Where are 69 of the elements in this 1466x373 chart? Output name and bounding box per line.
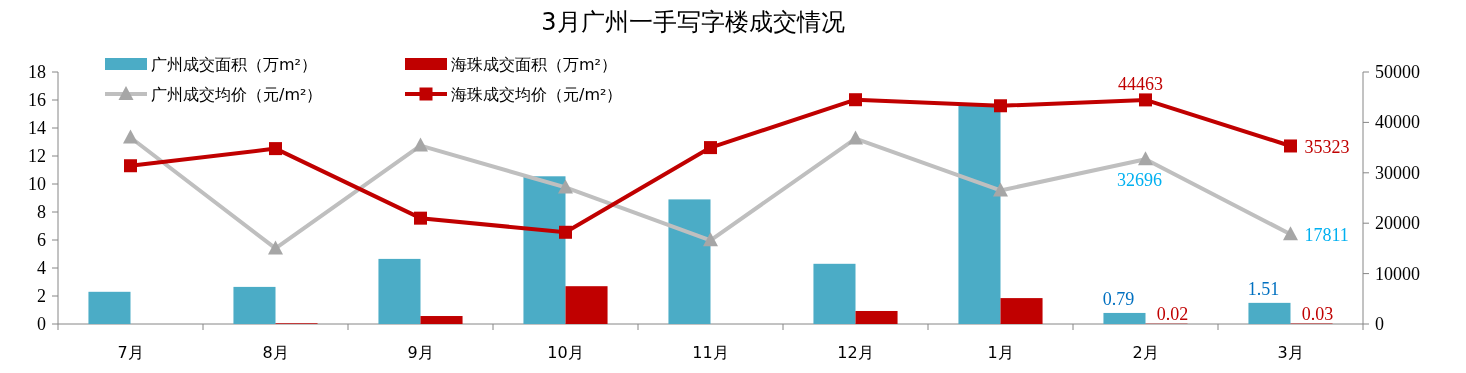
- bar: [668, 199, 711, 324]
- x-tick-label: 12月: [837, 343, 874, 362]
- point: [994, 99, 1007, 113]
- legend-label: 海珠成交均价（元/m²）: [451, 85, 623, 104]
- point: [1138, 151, 1153, 166]
- legend-label: 广州成交面积（万m²）: [151, 55, 317, 74]
- point: [558, 179, 573, 194]
- y-tick-label: 6: [37, 230, 46, 250]
- y-tick-label: 14: [28, 118, 46, 138]
- legend-label: 海珠成交面积（万m²）: [451, 55, 617, 74]
- bar: [958, 104, 1001, 324]
- y-tick-label: 2: [37, 286, 46, 306]
- x-tick-label: 11月: [692, 343, 729, 362]
- data-label: 17811: [1304, 225, 1349, 246]
- bar: [523, 176, 566, 324]
- point: [268, 240, 283, 255]
- point: [559, 225, 572, 239]
- data-label: 0.02: [1156, 303, 1189, 324]
- x-tick-label: 9月: [407, 343, 434, 362]
- point: [704, 141, 717, 155]
- y-tick-label: 4: [37, 258, 46, 278]
- point: [703, 232, 718, 247]
- data-label: 1.51: [1247, 278, 1280, 299]
- point: [269, 142, 282, 156]
- point: [1139, 93, 1152, 107]
- point: [414, 211, 427, 225]
- point: [849, 93, 862, 107]
- x-tick-label: 10月: [547, 343, 584, 362]
- y-tick-label: 10: [28, 174, 46, 194]
- bar: [1000, 298, 1043, 324]
- point: [1283, 226, 1298, 241]
- point: [848, 130, 863, 145]
- bar: [1248, 302, 1291, 324]
- y2-tick-label: 10000: [1375, 263, 1420, 284]
- x-tick-label: 7月: [117, 343, 144, 362]
- data-label: 0.79: [1102, 288, 1135, 309]
- point: [993, 182, 1008, 197]
- y-tick-label: 0: [37, 314, 46, 334]
- data-label: 32696: [1117, 170, 1162, 191]
- x-tick-label: 2月: [1132, 343, 1159, 362]
- bar: [855, 310, 898, 324]
- bar: [420, 316, 463, 324]
- x-tick-label: 1月: [987, 343, 1014, 362]
- point: [1284, 139, 1297, 153]
- y2-tick-label: 0: [1375, 314, 1384, 334]
- x-tick-label: 8月: [262, 343, 289, 362]
- legend-label: 广州成交均价（元/m²）: [151, 85, 323, 104]
- data-label: 35323: [1304, 136, 1350, 157]
- bar: [378, 258, 421, 324]
- data-label: 0.03: [1301, 303, 1334, 324]
- chart-title: 3月广州一手写字楼成交情况: [541, 8, 845, 36]
- bar: [813, 263, 856, 324]
- bar: [88, 291, 131, 324]
- y2-tick-label: 40000: [1375, 112, 1420, 133]
- point: [123, 129, 138, 144]
- point: [413, 137, 428, 152]
- bar: [1103, 312, 1146, 324]
- y2-tick-label: 20000: [1375, 213, 1420, 234]
- y2-tick-label: 50000: [1375, 62, 1420, 82]
- y-tick-label: 16: [28, 90, 46, 110]
- y-tick-label: 18: [28, 62, 46, 82]
- data-label: 44463: [1118, 73, 1163, 94]
- y-tick-label: 8: [37, 202, 46, 222]
- bar: [565, 286, 608, 324]
- y2-tick-label: 30000: [1375, 162, 1420, 183]
- x-tick-label: 3月: [1277, 343, 1304, 362]
- y-tick-label: 12: [28, 146, 46, 166]
- bar: [233, 286, 276, 324]
- point: [124, 159, 137, 173]
